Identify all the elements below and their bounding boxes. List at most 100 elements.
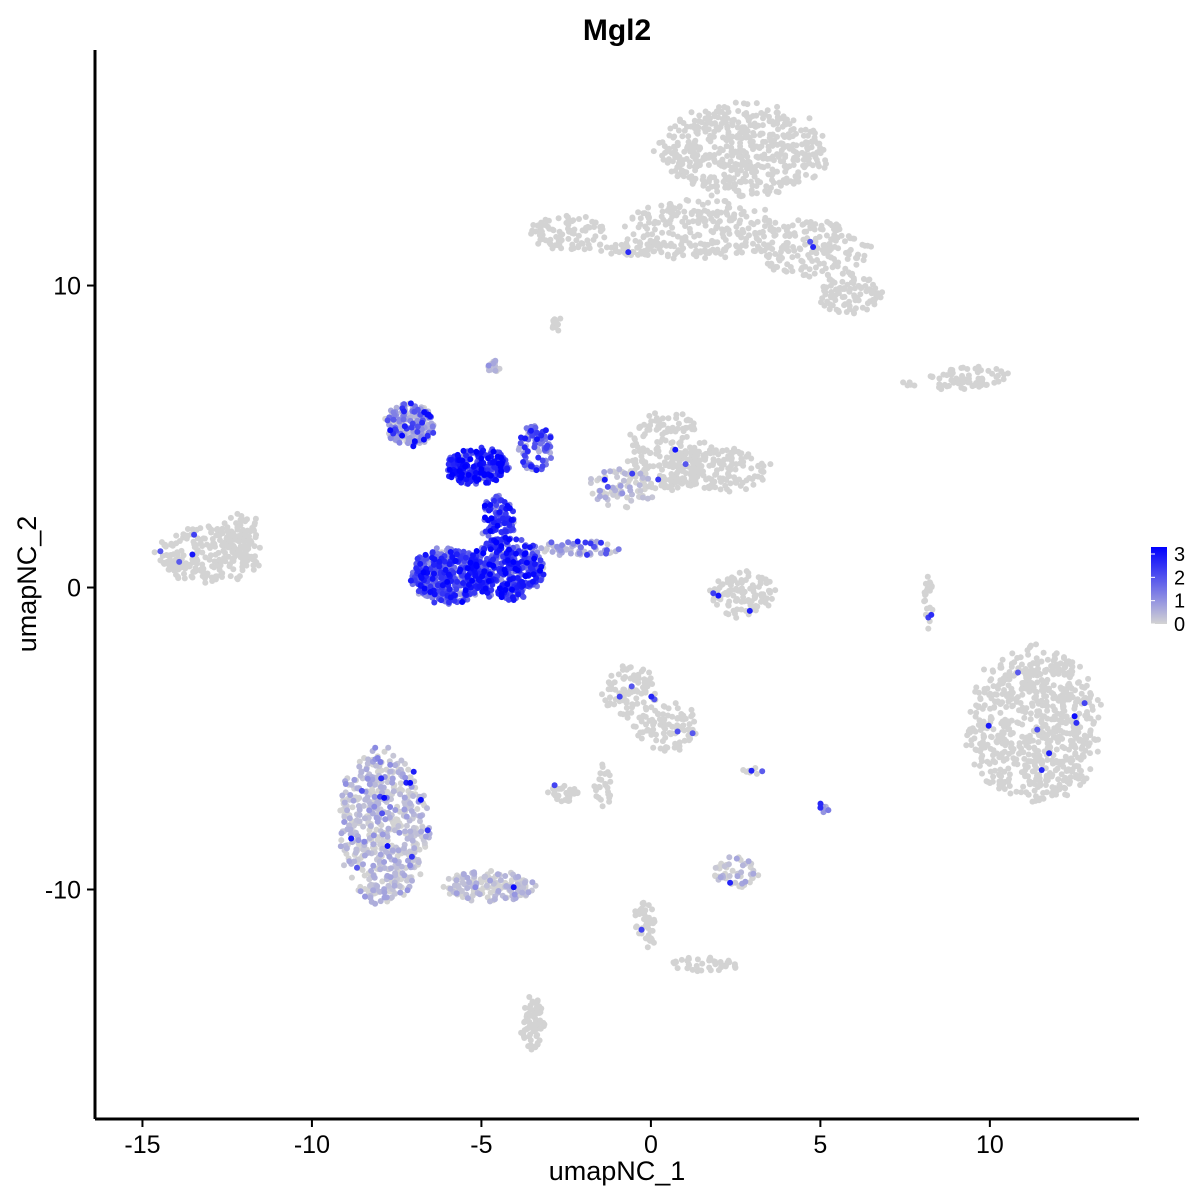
cell-point [635, 679, 642, 686]
cell-point [193, 526, 200, 533]
cell-point [663, 454, 670, 461]
cell-point [1052, 716, 1059, 722]
cell-point [724, 486, 730, 493]
cell-point [662, 221, 669, 228]
cell-point [1007, 790, 1014, 797]
cell-point [798, 266, 805, 273]
cell-point [701, 453, 707, 460]
cell-point [722, 254, 729, 261]
cell-point [636, 425, 643, 431]
cell-point [1095, 714, 1102, 721]
cell-point [621, 223, 628, 230]
cell-point [1004, 693, 1010, 700]
cell-point [1072, 744, 1079, 751]
cell-point [683, 417, 690, 424]
cell-point [1066, 746, 1072, 753]
cell-point [753, 190, 760, 197]
cell-point [668, 440, 675, 446]
cell-point [1049, 784, 1056, 791]
cell-point [975, 722, 982, 728]
cell-point [731, 211, 738, 218]
cell-point [688, 109, 695, 116]
cell-point [835, 309, 842, 315]
cell-point [1011, 659, 1018, 666]
cell-point [672, 251, 678, 258]
cell-point [397, 889, 404, 896]
cell-point [651, 248, 658, 255]
cell-point [654, 235, 661, 242]
cell-point [748, 465, 755, 472]
cell-point [999, 750, 1006, 757]
cell-point [1087, 732, 1094, 739]
cell-point [1044, 777, 1051, 784]
cell-point [1091, 736, 1098, 743]
cell-point [851, 235, 858, 242]
cell-point [1069, 694, 1076, 701]
cell-point [717, 109, 724, 115]
cell-point [157, 548, 164, 555]
cell-point [575, 242, 582, 249]
cell-point [608, 672, 615, 679]
cell-point [582, 214, 589, 220]
cell-point [733, 223, 740, 230]
cell-point [717, 959, 724, 965]
cell-point [925, 625, 932, 632]
cell-point [175, 575, 182, 582]
cell-point [790, 141, 797, 148]
cell-point [550, 227, 557, 234]
cell-point [1003, 704, 1010, 710]
cell-point [661, 429, 668, 436]
cell-point [630, 701, 637, 708]
cell-point [967, 708, 974, 715]
cell-point [391, 857, 398, 864]
cell-point [725, 957, 732, 964]
cell-point [629, 442, 636, 449]
cell-point [758, 248, 765, 255]
cell-point [1042, 667, 1049, 674]
cell-point [531, 999, 538, 1006]
cell-point [613, 247, 620, 254]
cell-point [808, 138, 815, 145]
cell-point [1021, 739, 1028, 745]
cell-point [1035, 748, 1042, 754]
cell-point [194, 535, 201, 542]
cell-point [744, 153, 751, 160]
cell-point [202, 575, 208, 582]
cell-point [234, 576, 241, 583]
cell-point [733, 250, 740, 256]
cell-point [520, 1031, 527, 1038]
cell-point [520, 594, 527, 600]
cell-point [729, 122, 736, 129]
cell-point [629, 457, 636, 464]
cell-point [700, 182, 707, 189]
cell-point [669, 487, 676, 494]
cell-point [730, 575, 737, 582]
cell-point [812, 235, 819, 242]
cell-point [1026, 675, 1032, 681]
cell-point [526, 1033, 533, 1040]
cell-point [681, 208, 688, 215]
cell-point [614, 474, 621, 480]
cell-point [714, 188, 721, 195]
cell-point [972, 746, 979, 753]
cell-point [809, 162, 816, 169]
cell-point [1018, 686, 1025, 693]
cell-point [1063, 768, 1070, 774]
cell-point [764, 155, 771, 162]
cell-point [1052, 767, 1059, 774]
cell-point [996, 778, 1003, 785]
cell-point [537, 224, 544, 231]
cell-point [1013, 788, 1020, 795]
cell-point [511, 891, 518, 898]
cell-point [1025, 651, 1032, 658]
cell-point [759, 468, 766, 475]
cell-point [599, 226, 606, 233]
cell-point [1077, 782, 1084, 788]
cell-point [708, 192, 715, 199]
cell-point [1049, 757, 1056, 764]
cell-point [675, 127, 682, 134]
cell-point [651, 226, 658, 233]
cell-point [415, 859, 422, 866]
cell-point [646, 219, 652, 226]
cell-point [766, 220, 773, 226]
